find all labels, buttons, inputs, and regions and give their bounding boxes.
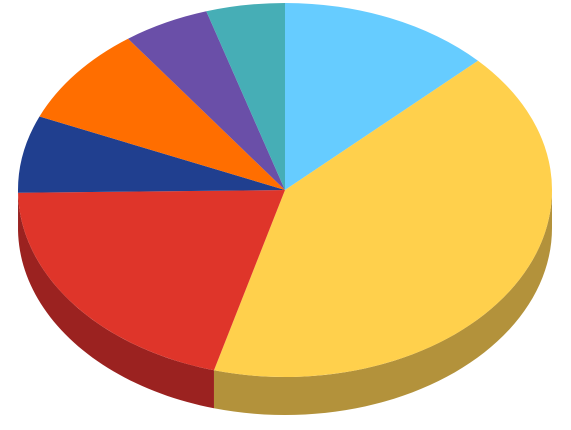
pie-slice-2 [213,60,553,377]
pie-slice-5 [39,38,285,191]
pie-slice-6 [128,11,285,191]
pie-sides [18,190,552,415]
pie-slice-1 [285,2,478,190]
pie-slice-3 [18,190,286,371]
pie-slice-side-2 [213,190,552,415]
pie-slices [18,2,553,377]
pie-slice-7 [206,3,285,190]
pie-slice-4 [18,116,285,193]
pie-slice-side-3 [18,192,214,409]
